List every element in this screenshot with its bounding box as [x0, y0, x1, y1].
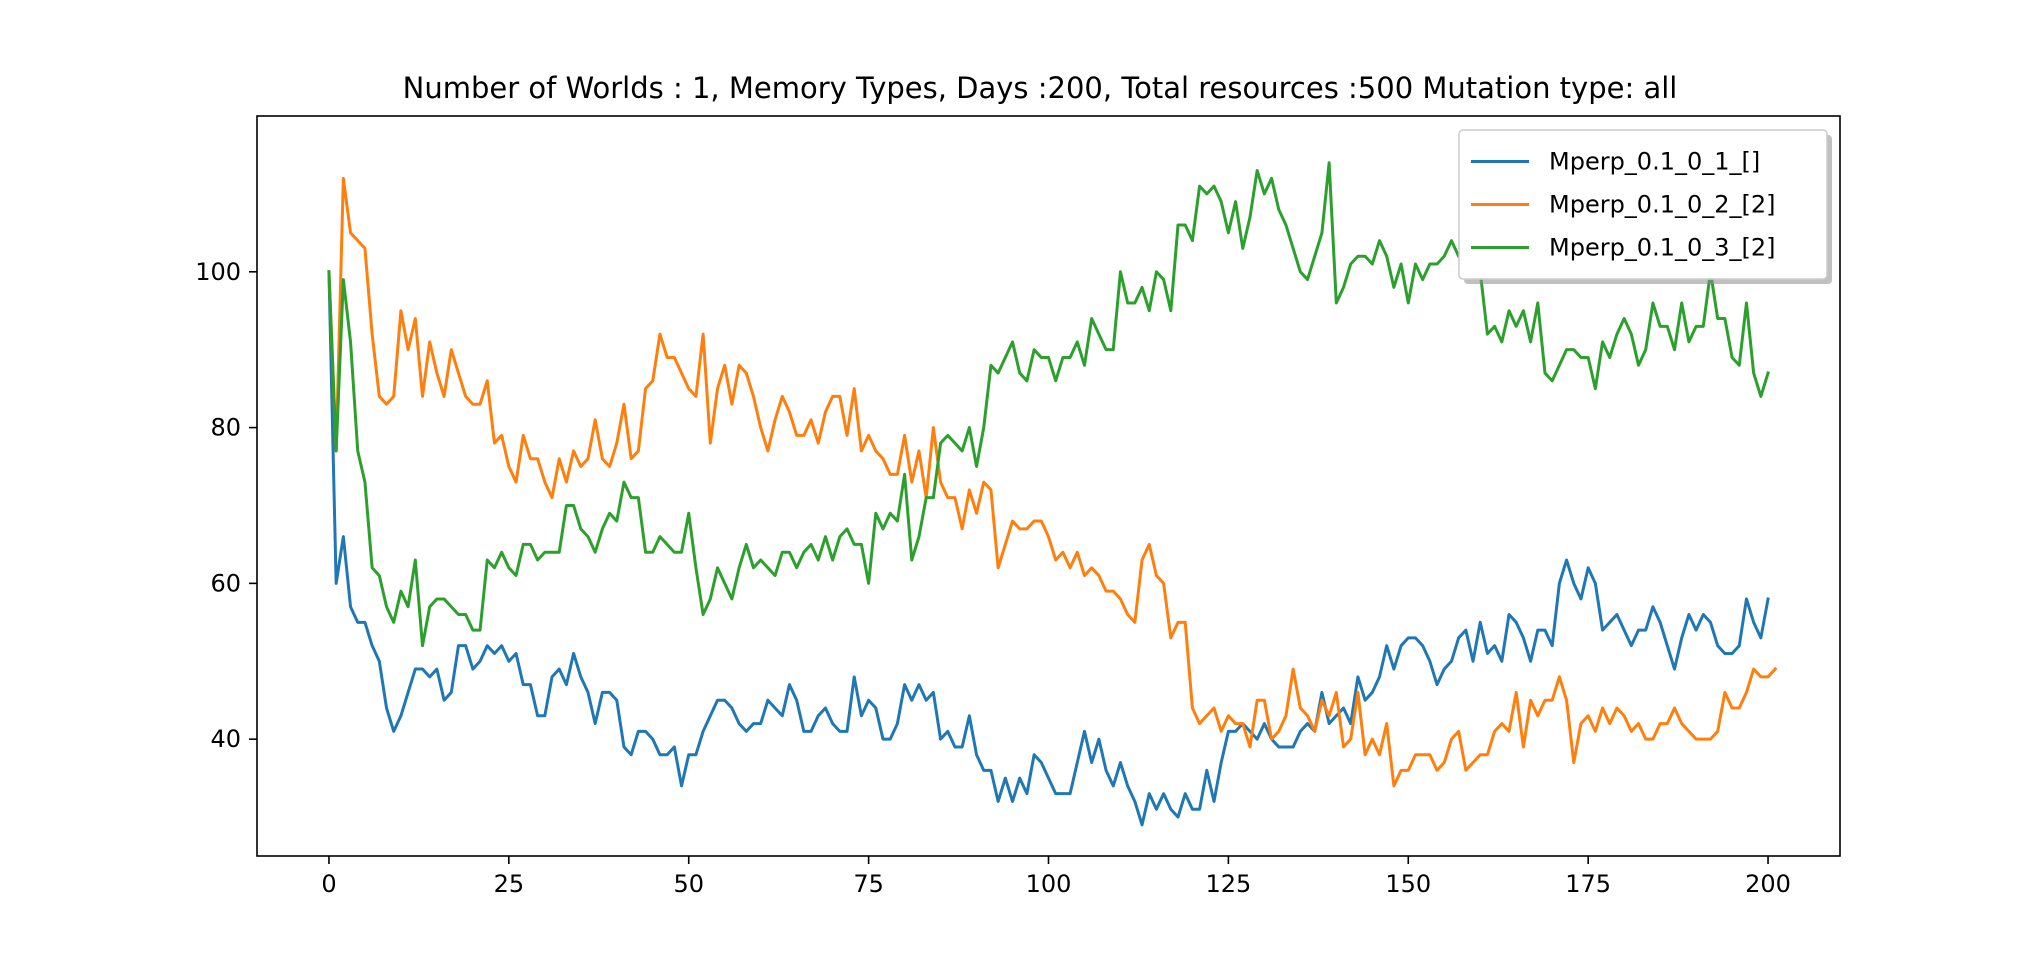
x-tick-label: 125 [1205, 870, 1251, 898]
chart-title: Number of Worlds : 1, Memory Types, Days… [403, 71, 1678, 105]
series-line-2 [327, 176, 1778, 788]
x-axis: 0 25 50 75 100 125 150 175 200 [321, 856, 1791, 898]
y-tick-label: 100 [195, 258, 241, 286]
legend-label: Mperp_0.1_0_1_[] [1549, 148, 1760, 176]
legend-box [1458, 129, 1828, 280]
x-tick-label: 0 [321, 870, 336, 898]
y-tick-label: 80 [210, 414, 241, 442]
x-tick-label: 50 [673, 870, 704, 898]
legend-label: Mperp_0.1_0_3_[2] [1549, 234, 1776, 262]
y-axis: 40 60 80 100 [195, 258, 257, 753]
series-line-1 [327, 270, 1770, 827]
y-tick-label: 40 [210, 725, 241, 753]
x-tick-label: 75 [853, 870, 884, 898]
legend: Mperp_0.1_0_1_[] Mperp_0.1_0_2_[2] Mperp_0… [1458, 129, 1832, 284]
y-tick-label: 60 [210, 569, 241, 597]
series-lines [327, 161, 1778, 827]
x-tick-label: 200 [1745, 870, 1791, 898]
series-line-3 [327, 161, 1770, 648]
legend-label: Mperp_0.1_0_2_[2] [1549, 191, 1776, 219]
x-tick-label: 150 [1385, 870, 1431, 898]
x-tick-label: 25 [494, 870, 525, 898]
x-tick-label: 100 [1026, 870, 1072, 898]
x-tick-label: 175 [1565, 870, 1611, 898]
